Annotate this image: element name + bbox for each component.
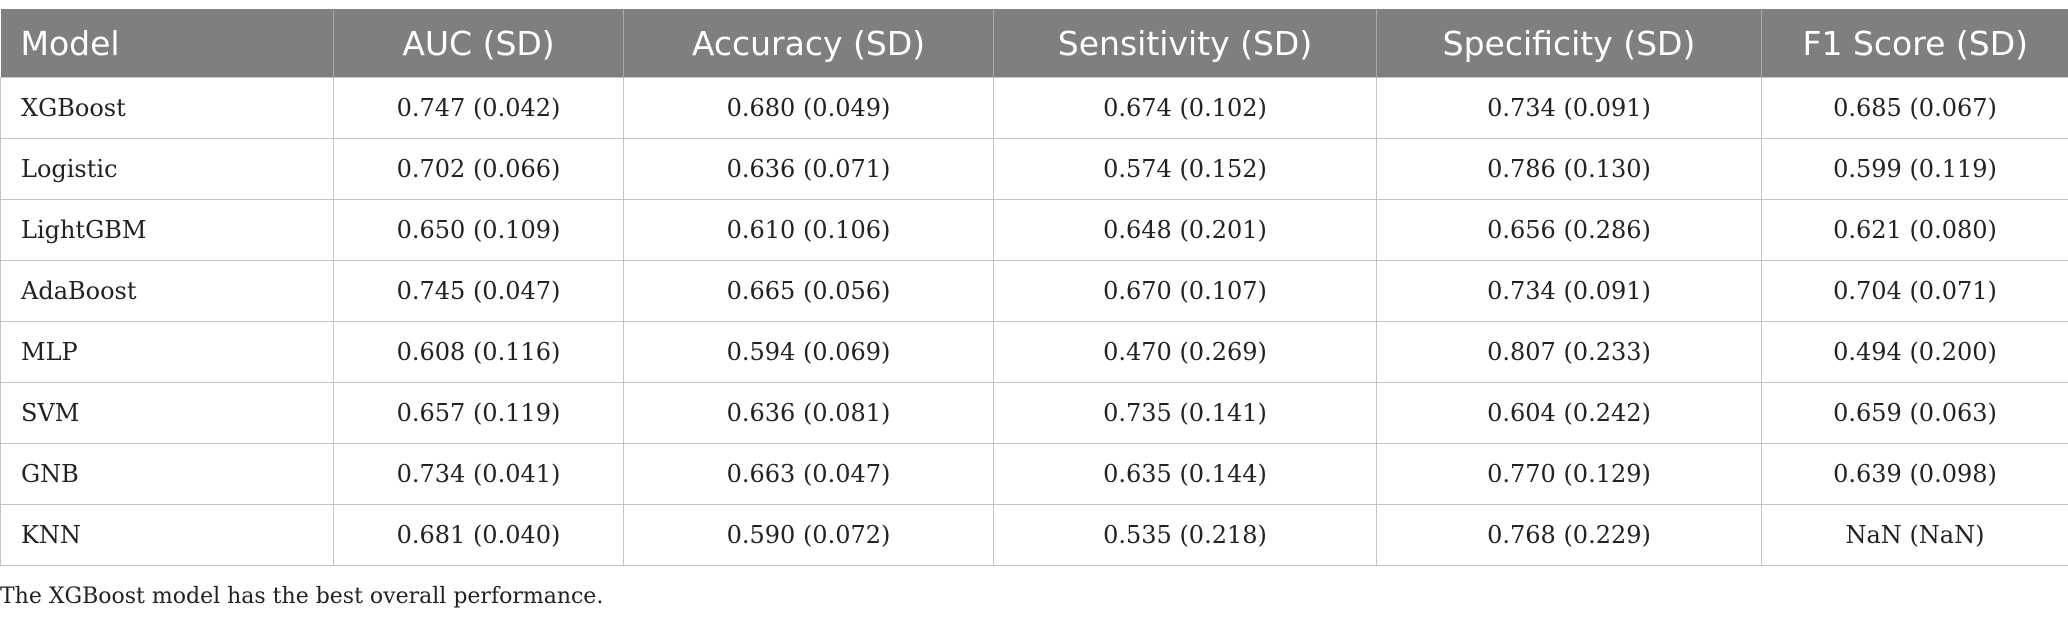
cell-accuracy: 0.663 (0.047) xyxy=(623,443,994,505)
cell-auc: 0.681 (0.040) xyxy=(333,504,624,566)
header-specificity: Specificity (SD) xyxy=(1376,9,1762,78)
cell-model: KNN xyxy=(0,504,334,566)
cell-sensitivity: 0.470 (0.269) xyxy=(993,321,1377,383)
header-accuracy: Accuracy (SD) xyxy=(623,9,994,78)
table-footnote: The XGBoost model has the best overall p… xyxy=(0,584,604,609)
cell-model: GNB xyxy=(0,443,334,505)
cell-auc: 0.650 (0.109) xyxy=(333,199,624,261)
cell-specificity: 0.734 (0.091) xyxy=(1376,260,1762,322)
cell-model: XGBoost xyxy=(0,77,334,139)
cell-sensitivity: 0.674 (0.102) xyxy=(993,77,1377,139)
model-performance-table: Model AUC (SD) Accuracy (SD) Sensitivity… xyxy=(0,9,2068,566)
cell-f1-score: 0.704 (0.071) xyxy=(1761,260,2068,322)
table-row: MLP 0.608 (0.116) 0.594 (0.069) 0.470 (0.26… xyxy=(0,321,2068,383)
header-model: Model xyxy=(0,9,334,78)
cell-model: Logistic xyxy=(0,138,334,200)
cell-f1-score: 0.639 (0.098) xyxy=(1761,443,2068,505)
cell-specificity: 0.770 (0.129) xyxy=(1376,443,1762,505)
cell-f1-score: 0.659 (0.063) xyxy=(1761,382,2068,444)
cell-auc: 0.608 (0.116) xyxy=(333,321,624,383)
cell-f1-score: 0.494 (0.200) xyxy=(1761,321,2068,383)
table-body: XGBoost 0.747 (0.042) 0.680 (0.049) 0.674 (… xyxy=(0,77,2068,566)
cell-specificity: 0.768 (0.229) xyxy=(1376,504,1762,566)
cell-accuracy: 0.610 (0.106) xyxy=(623,199,994,261)
cell-sensitivity: 0.670 (0.107) xyxy=(993,260,1377,322)
cell-specificity: 0.807 (0.233) xyxy=(1376,321,1762,383)
cell-specificity: 0.656 (0.286) xyxy=(1376,199,1762,261)
cell-sensitivity: 0.648 (0.201) xyxy=(993,199,1377,261)
cell-auc: 0.702 (0.066) xyxy=(333,138,624,200)
table-row: AdaBoost 0.745 (0.047) 0.665 (0.056) 0.670 … xyxy=(0,260,2068,322)
table-row: SVM 0.657 (0.119) 0.636 (0.081) 0.735 (0.14… xyxy=(0,382,2068,444)
cell-model: MLP xyxy=(0,321,334,383)
cell-auc: 0.747 (0.042) xyxy=(333,77,624,139)
cell-specificity: 0.734 (0.091) xyxy=(1376,77,1762,139)
table-row: XGBoost 0.747 (0.042) 0.680 (0.049) 0.674 (… xyxy=(0,77,2068,139)
cell-accuracy: 0.636 (0.081) xyxy=(623,382,994,444)
table-row: LightGBM 0.650 (0.109) 0.610 (0.106) 0.648 … xyxy=(0,199,2068,261)
cell-auc: 0.734 (0.041) xyxy=(333,443,624,505)
cell-specificity: 0.786 (0.130) xyxy=(1376,138,1762,200)
table-row: Logistic 0.702 (0.066) 0.636 (0.071) 0.574 … xyxy=(0,138,2068,200)
header-sensitivity: Sensitivity (SD) xyxy=(993,9,1377,78)
header-f1-score: F1 Score (SD) xyxy=(1761,9,2068,78)
cell-accuracy: 0.680 (0.049) xyxy=(623,77,994,139)
cell-f1-score: 0.621 (0.080) xyxy=(1761,199,2068,261)
cell-model: SVM xyxy=(0,382,334,444)
table-header: Model AUC (SD) Accuracy (SD) Sensitivity… xyxy=(0,9,2068,78)
cell-model: AdaBoost xyxy=(0,260,334,322)
header-row: Model AUC (SD) Accuracy (SD) Sensitivity… xyxy=(0,9,2068,78)
cell-accuracy: 0.665 (0.056) xyxy=(623,260,994,322)
cell-accuracy: 0.594 (0.069) xyxy=(623,321,994,383)
cell-sensitivity: 0.535 (0.218) xyxy=(993,504,1377,566)
table-row: KNN 0.681 (0.040) 0.590 (0.072) 0.535 (0.21… xyxy=(0,504,2068,566)
cell-specificity: 0.604 (0.242) xyxy=(1376,382,1762,444)
header-auc: AUC (SD) xyxy=(333,9,624,78)
table-row: GNB 0.734 (0.041) 0.663 (0.047) 0.635 (0.14… xyxy=(0,443,2068,505)
cell-f1-score: 0.599 (0.119) xyxy=(1761,138,2068,200)
cell-accuracy: 0.636 (0.071) xyxy=(623,138,994,200)
cell-f1-score: NaN (NaN) xyxy=(1761,504,2068,566)
cell-sensitivity: 0.735 (0.141) xyxy=(993,382,1377,444)
cell-f1-score: 0.685 (0.067) xyxy=(1761,77,2068,139)
cell-sensitivity: 0.635 (0.144) xyxy=(993,443,1377,505)
cell-auc: 0.657 (0.119) xyxy=(333,382,624,444)
cell-model: LightGBM xyxy=(0,199,334,261)
results-table-container: Model AUC (SD) Accuracy (SD) Sensitivity… xyxy=(0,9,2068,566)
cell-sensitivity: 0.574 (0.152) xyxy=(993,138,1377,200)
cell-auc: 0.745 (0.047) xyxy=(333,260,624,322)
cell-accuracy: 0.590 (0.072) xyxy=(623,504,994,566)
